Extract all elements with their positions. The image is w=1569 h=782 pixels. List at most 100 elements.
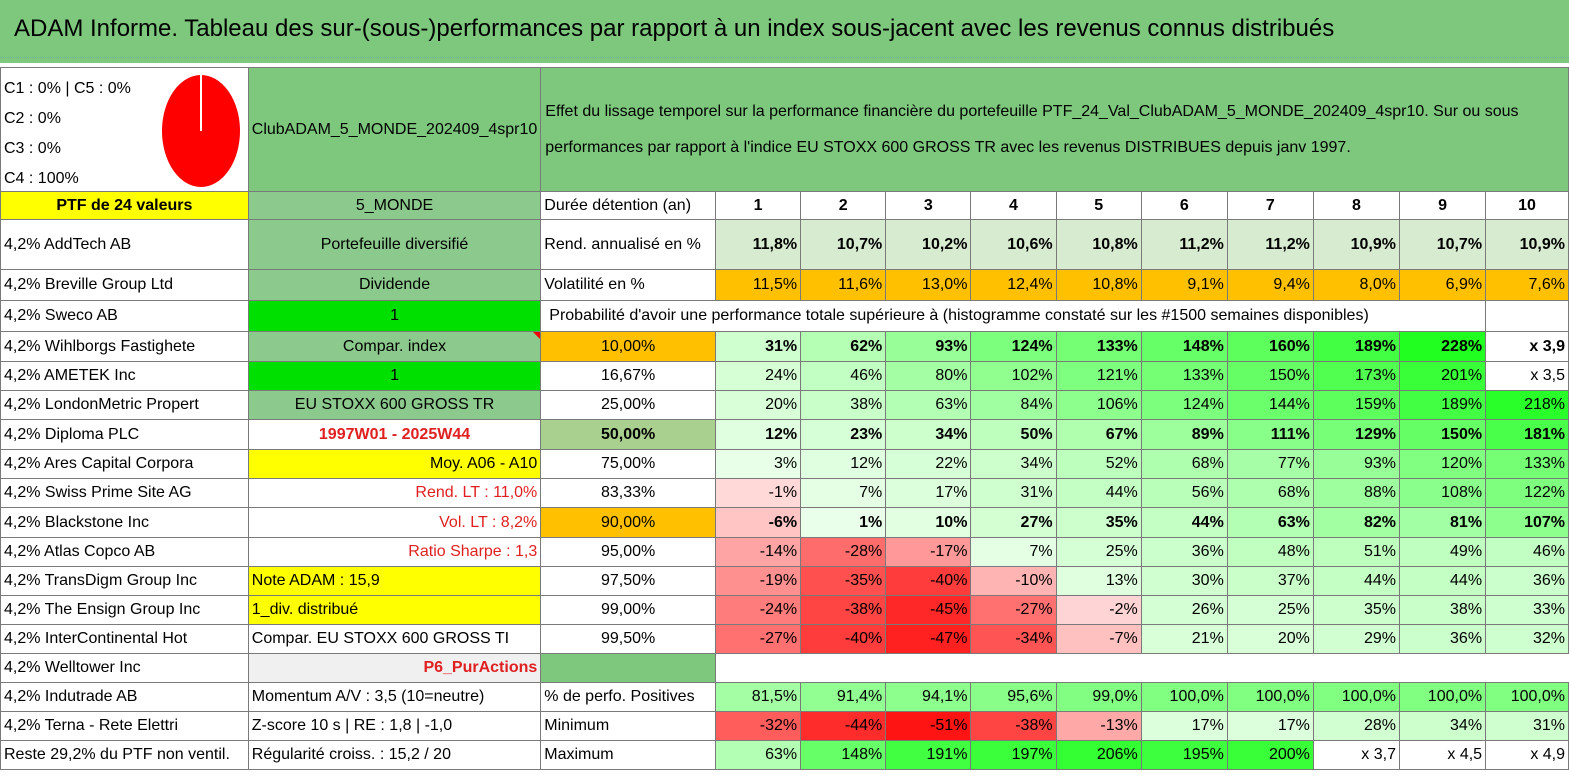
info-cell: Z-score 10 s | RE : 1,8 | -1,0 xyxy=(247,711,542,741)
percentile-value: 22% xyxy=(885,449,972,479)
percentile-value: 201% xyxy=(1398,361,1487,391)
percentile-value: -14% xyxy=(714,537,802,567)
info-cell: Moy. A06 - A10 xyxy=(247,449,542,479)
percentile-value: 181% xyxy=(1485,419,1569,450)
positive-value: 99,0% xyxy=(1055,682,1142,712)
positive-value: 100,0% xyxy=(1312,682,1400,712)
info-cell: Portefeuille diversifié xyxy=(247,219,542,270)
holding-name: 4,2% Blackstone Inc xyxy=(0,507,249,538)
positive-value: 91,4% xyxy=(800,682,887,712)
minimum-value: 28% xyxy=(1312,711,1400,741)
percentile-value: x 3,9 xyxy=(1485,331,1569,362)
percentile-value: 67% xyxy=(1055,419,1142,450)
volatility-value: 13,0% xyxy=(885,269,972,301)
percentile-value: 144% xyxy=(1226,390,1314,420)
volatility-value: 11,5% xyxy=(714,269,802,301)
percentile-label: 16,67% xyxy=(540,361,716,391)
info-cell: Note ADAM : 15,9 xyxy=(247,566,542,596)
percentile-value: 121% xyxy=(1055,361,1142,391)
category-header: 5_MONDE xyxy=(247,191,542,220)
percentile-value: 46% xyxy=(800,361,887,391)
percentile-value: 48% xyxy=(1226,537,1314,567)
info-cell: Compar. EU STOXX 600 GROSS TI xyxy=(247,624,542,654)
info-cell: Compar. index xyxy=(247,331,542,362)
info-cell: Régularité croiss. : 15,2 / 20 xyxy=(247,740,542,770)
percentile-value: 25% xyxy=(1055,537,1142,567)
percentile-value: 106% xyxy=(1055,390,1142,420)
percentile-value: 63% xyxy=(1226,507,1314,538)
percentile-value: 111% xyxy=(1226,419,1314,450)
percentile-value: 81% xyxy=(1398,507,1487,538)
table-row: 4,2% AddTech AB Portefeuille diversifié Re… xyxy=(0,219,1569,270)
legend-c4: C4 : 100% xyxy=(4,170,79,187)
pie-legend-cell: C1 : 0% | C5 : 0% C2 : 0% C3 : 0% C4 : 1… xyxy=(0,67,249,192)
positive-value: 94,1% xyxy=(885,682,972,712)
maximum-value: 191% xyxy=(885,740,972,770)
maximum-value: x 4,5 xyxy=(1398,740,1487,770)
volatility-value: 8,0% xyxy=(1312,269,1400,301)
year-header: 10 xyxy=(1485,191,1569,220)
percentile-label: 25,00% xyxy=(540,390,716,420)
row-label: % de perfo. Positives xyxy=(540,682,716,712)
fund-name: ClubADAM_5_MONDE_202409_4spr10 xyxy=(247,67,542,192)
percentile-value: 29% xyxy=(1312,624,1400,654)
year-header: 8 xyxy=(1312,191,1400,220)
return-value: 10,7% xyxy=(1398,219,1487,270)
percentile-value: -38% xyxy=(800,595,887,625)
holding-name: 4,2% AMETEK Inc xyxy=(0,361,249,391)
percentile-value: 133% xyxy=(1055,331,1142,362)
year-header: 9 xyxy=(1398,191,1487,220)
percentile-value: -27% xyxy=(970,595,1057,625)
percentile-value: -47% xyxy=(885,624,972,654)
percentile-value: -24% xyxy=(714,595,802,625)
table-row: 4,2% Indutrade AB Momentum A/V : 3,5 (10=… xyxy=(0,682,1569,712)
holding-name: 4,2% Swiss Prime Site AG xyxy=(0,478,249,508)
percentile-value: 88% xyxy=(1312,478,1400,508)
percentile-value: 133% xyxy=(1485,449,1569,479)
holding-name: 4,2% Welltower Inc xyxy=(0,653,249,683)
table-row: 4,2% Welltower Inc P6_PurActions xyxy=(0,653,1569,683)
info-cell: Momentum A/V : 3,5 (10=neutre) xyxy=(247,682,542,712)
percentile-value: 10% xyxy=(885,507,972,538)
table-row: 4,2% Blackstone Inc Vol. LT : 8,2% 90,00% -… xyxy=(0,507,1569,538)
percentile-label: 90,00% xyxy=(540,507,716,538)
percentile-value: x 3,5 xyxy=(1485,361,1569,391)
percentile-value: 20% xyxy=(1226,624,1314,654)
percentile-value: -28% xyxy=(800,537,887,567)
percentile-value: 62% xyxy=(800,331,887,362)
row-label: Rend. annualisé en % xyxy=(540,219,716,270)
percentile-value: 37% xyxy=(1226,566,1314,596)
percentile-value: 56% xyxy=(1140,478,1228,508)
percentile-value: -10% xyxy=(970,566,1057,596)
info-cell: P6_PurActions xyxy=(247,653,542,683)
holding-name: Reste 29,2% du PTF non ventil. xyxy=(0,740,249,770)
percentile-value: 30% xyxy=(1140,566,1228,596)
percentile-value: 173% xyxy=(1312,361,1400,391)
percentile-value: 77% xyxy=(1226,449,1314,479)
minimum-value: -51% xyxy=(885,711,972,741)
positive-value: 95,6% xyxy=(970,682,1057,712)
table-row: 4,2% Atlas Copco AB Ratio Sharpe : 1,3 95,… xyxy=(0,537,1569,567)
legend-c2: C2 : 0% xyxy=(4,110,61,127)
positive-value: 100,0% xyxy=(1226,682,1314,712)
table-row: 4,2% AMETEK Inc 1 16,67% 24% 46% 80% 102% 121% 1… xyxy=(0,361,1569,391)
percentile-value: 93% xyxy=(1312,449,1400,479)
return-value: 11,2% xyxy=(1226,219,1314,270)
percentile-value: 49% xyxy=(1398,537,1487,567)
holding-name: 4,2% LondonMetric Propert xyxy=(0,390,249,420)
volatility-value: 12,4% xyxy=(970,269,1057,301)
percentile-value: 82% xyxy=(1312,507,1400,538)
percentile-value: 159% xyxy=(1312,390,1400,420)
percentile-value: 44% xyxy=(1140,507,1228,538)
percentile-value: -40% xyxy=(800,624,887,654)
volatility-value: 7,6% xyxy=(1485,269,1569,301)
volatility-value: 9,1% xyxy=(1140,269,1228,301)
percentile-value: 46% xyxy=(1485,537,1569,567)
percentile-value: 34% xyxy=(970,449,1057,479)
percentile-label: 95,00% xyxy=(540,537,716,567)
info-cell: 1 xyxy=(247,300,542,332)
percentile-value: 17% xyxy=(885,478,972,508)
percentile-value: 228% xyxy=(1398,331,1487,362)
minimum-value: 34% xyxy=(1398,711,1487,741)
table-row: 4,2% TransDigm Group Inc Note ADAM : 15,9… xyxy=(0,566,1569,596)
